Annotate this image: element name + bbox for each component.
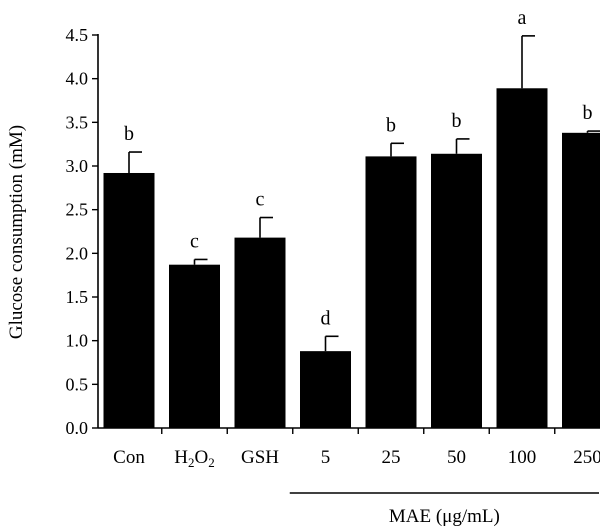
labels: b Con c H2O2 c GSH d 5 b 25 b 50 a 100 b 250 MAE (μg/mL)	[113, 7, 600, 527]
y-tick-label: 4.5	[66, 25, 89, 45]
bar	[431, 153, 482, 429]
significance-letter: a	[518, 7, 527, 29]
bar	[496, 88, 548, 429]
bar	[234, 237, 286, 428]
y-axis-label: Glucose consumption (mM)	[6, 125, 27, 339]
significance-letter: b	[452, 110, 462, 132]
y-tick-label: 1.5	[66, 287, 89, 307]
y-tick-label: 0.0	[66, 418, 89, 438]
significance-letter: b	[386, 114, 396, 136]
y-tick-label: 4.0	[66, 69, 89, 89]
group-label: MAE (μg/mL)	[389, 506, 500, 527]
significance-letter: c	[190, 230, 199, 252]
significance-letter: d	[321, 307, 331, 329]
y-tick-label: 2.5	[66, 200, 89, 220]
x-tick-label: 250	[573, 447, 600, 468]
y-tick-label: 1.0	[66, 331, 89, 351]
bar	[169, 264, 220, 428]
significance-letter: b	[583, 102, 593, 124]
y-tick-label: 0.5	[66, 374, 89, 394]
bar	[365, 156, 417, 429]
x-tick-label: 5	[321, 447, 331, 468]
bar	[562, 132, 600, 428]
significance-letter: b	[124, 123, 134, 145]
bar	[103, 172, 155, 428]
bars	[103, 35, 600, 429]
x-tick-label: Con	[113, 447, 145, 468]
y-tick-label: 3.0	[66, 156, 89, 176]
significance-letter: c	[256, 189, 265, 211]
x-tick-label: 100	[508, 447, 537, 468]
x-tick-label: 25	[382, 447, 401, 468]
y-tick-label: 3.5	[66, 112, 89, 132]
x-tick-label: GSH	[241, 447, 279, 468]
bar	[300, 351, 351, 428]
y-tick-label: 2.0	[66, 243, 89, 263]
x-tick-label: H2O2	[174, 447, 214, 470]
x-tick-label: 50	[447, 447, 466, 468]
